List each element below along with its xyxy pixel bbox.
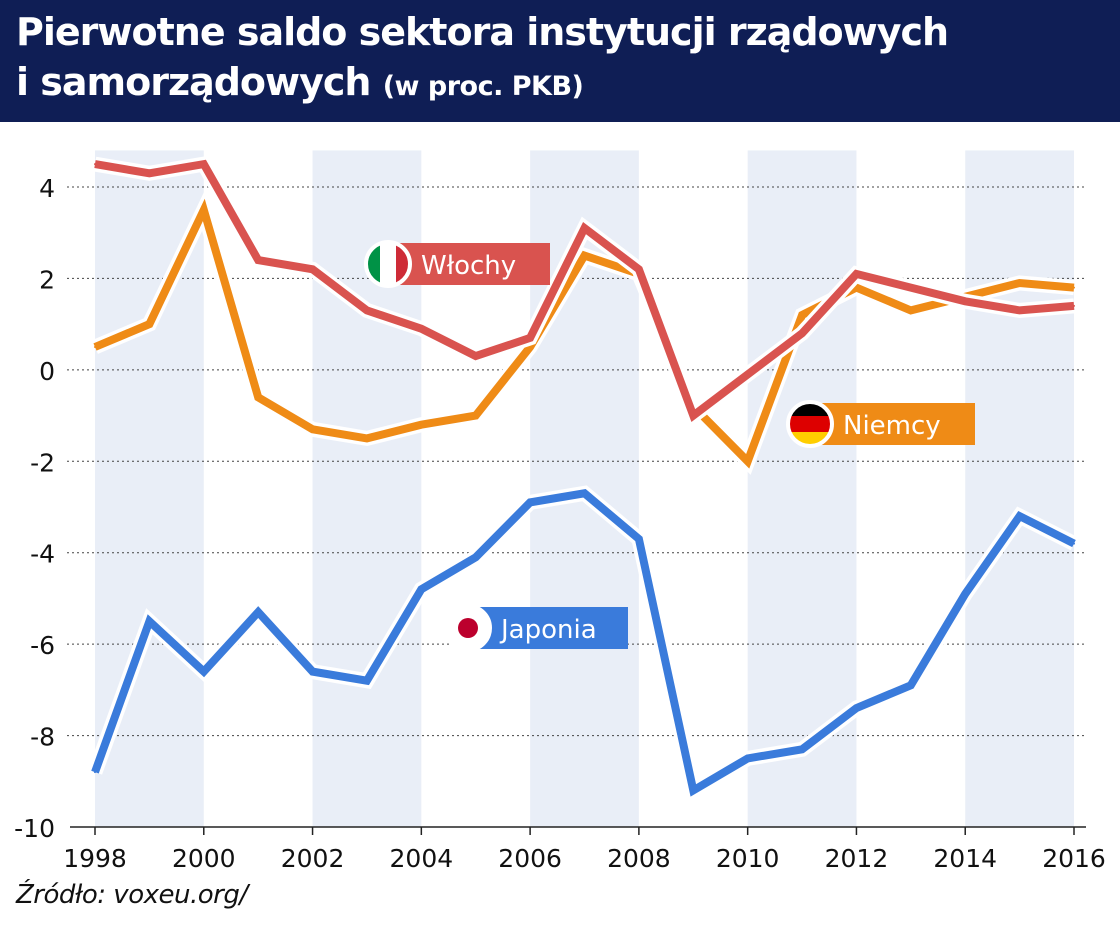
- x-tick-label: 2012: [825, 844, 889, 873]
- y-tick-label: -4: [30, 540, 55, 569]
- data-point-japan: [583, 492, 586, 495]
- x-tick-label: 2016: [1042, 844, 1106, 873]
- data-point-germany: [1018, 282, 1021, 284]
- data-point-japan: [1073, 542, 1075, 545]
- data-point-italy: [148, 172, 151, 175]
- data-point-germany: [148, 323, 151, 326]
- data-point-italy: [583, 227, 586, 230]
- data-point-germany: [1073, 286, 1075, 289]
- data-point-italy: [94, 163, 96, 166]
- y-tick-label: 2: [39, 265, 55, 294]
- data-point-italy: [311, 268, 314, 271]
- data-point-italy: [964, 300, 967, 303]
- x-tick-label: 1998: [63, 844, 127, 873]
- data-point-japan: [257, 611, 260, 614]
- y-tick-label: 4: [39, 174, 55, 203]
- series-name-germany: Niemcy: [843, 411, 941, 441]
- data-point-germany: [855, 286, 858, 289]
- data-point-japan: [365, 679, 368, 682]
- y-tick-label: -2: [30, 448, 55, 477]
- data-point-japan: [202, 670, 205, 673]
- series-name-italy: Włochy: [421, 251, 516, 281]
- y-tick-label: -6: [30, 631, 55, 660]
- data-point-germany: [746, 460, 749, 463]
- data-point-japan: [529, 501, 532, 504]
- label-italy: Włochy: [364, 240, 550, 288]
- chart-title-line2: i samorządowych (w proc. PKB): [16, 60, 584, 104]
- data-point-germany: [257, 396, 260, 399]
- data-point-italy: [365, 309, 368, 312]
- data-point-italy: [909, 286, 912, 289]
- label-japan: Japonia: [444, 604, 628, 652]
- x-tick-label: 2014: [933, 844, 997, 873]
- data-point-japan: [1018, 515, 1021, 518]
- x-tick-label: 2006: [498, 844, 562, 873]
- data-point-italy: [801, 332, 804, 335]
- data-point-japan: [855, 707, 858, 710]
- data-point-germany: [94, 346, 96, 348]
- data-point-italy: [257, 259, 260, 262]
- data-point-japan: [909, 684, 912, 687]
- data-point-italy: [637, 268, 640, 271]
- source-note: Źródło: voxeu.org/: [16, 880, 248, 910]
- x-tick-label: 2008: [607, 844, 671, 873]
- data-point-japan: [801, 748, 804, 751]
- data-point-germany: [801, 314, 804, 316]
- series-labels: Włochy Niemcy Japonia: [364, 240, 975, 652]
- x-tick-label: 2002: [281, 844, 345, 873]
- header-bar: Pierwotne saldo sektora instytucji rządo…: [0, 0, 1120, 122]
- label-box-japan: [468, 607, 628, 649]
- data-point-italy: [692, 414, 695, 417]
- data-point-japan: [746, 757, 749, 760]
- data-point-japan: [964, 592, 967, 595]
- data-point-italy: [746, 373, 749, 376]
- chart-unit: (w proc. PKB): [382, 71, 584, 102]
- data-point-japan: [148, 620, 151, 623]
- label-box-italy: [388, 243, 550, 285]
- data-point-germany: [365, 437, 368, 440]
- y-tick-label: -10: [14, 814, 55, 843]
- data-point-japan: [692, 789, 695, 792]
- data-point-japan: [94, 771, 96, 774]
- data-point-germany: [529, 346, 532, 348]
- data-point-italy: [1073, 304, 1075, 307]
- data-point-germany: [474, 414, 477, 417]
- label-box-germany: [810, 403, 975, 445]
- data-point-japan: [420, 588, 423, 591]
- flag-sun: [458, 618, 478, 638]
- x-tick-label: 2010: [716, 844, 780, 873]
- data-point-italy: [1018, 309, 1021, 312]
- flag-ring: [786, 400, 834, 448]
- series-lines: [87, 155, 1078, 803]
- data-point-italy: [420, 327, 423, 330]
- flag-stripe: [788, 416, 832, 432]
- data-point-italy: [855, 272, 858, 275]
- y-tick-label: -8: [30, 723, 55, 752]
- data-point-italy: [474, 355, 477, 358]
- year-band-2014: [965, 150, 1074, 827]
- axes: 4 2 0 -2 -4 -6 -8 -10 1998 2000 2002 2004 2006 2008 20…: [14, 174, 1106, 873]
- data-point-germany: [420, 423, 423, 426]
- x-tick-label: 2000: [172, 844, 236, 873]
- series-name-japan: Japonia: [499, 615, 597, 645]
- flag-stripe: [380, 242, 396, 286]
- data-point-germany: [909, 309, 912, 312]
- data-point-italy: [202, 163, 205, 166]
- chart-title-cont: i samorządowych: [16, 60, 371, 104]
- chart-title: Pierwotne saldo sektora instytucji rządo…: [16, 10, 949, 54]
- flag-ring: [364, 240, 412, 288]
- flag-ring: [444, 604, 492, 652]
- data-point-japan: [637, 538, 640, 540]
- data-point-japan: [474, 556, 477, 559]
- data-point-germany: [583, 254, 586, 257]
- x-tick-label: 2004: [390, 844, 454, 873]
- data-point-germany: [202, 208, 205, 211]
- data-point-japan: [311, 670, 314, 673]
- label-germany: Niemcy: [786, 400, 975, 448]
- data-point-germany: [311, 428, 314, 431]
- data-point-italy: [529, 336, 532, 339]
- y-tick-label: 0: [39, 357, 55, 386]
